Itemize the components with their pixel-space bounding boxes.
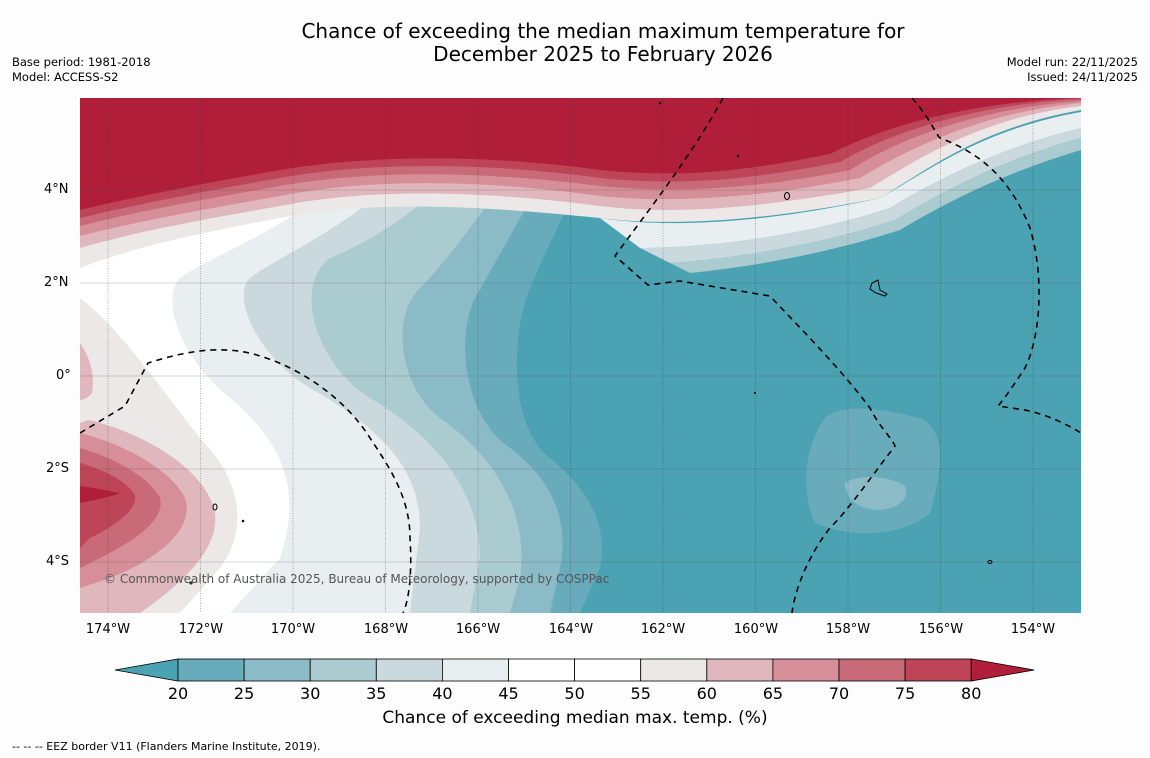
- lat-label-2n: 2°N: [44, 275, 69, 290]
- colorbar-tick-50: 50: [564, 684, 585, 703]
- colorbar-cell-35-40: [375, 658, 443, 682]
- region-w-60-65: [80, 343, 93, 400]
- eez-borders: [80, 98, 1081, 613]
- colorbar-cell-60-65: [706, 658, 774, 682]
- colorbar-label: Chance of exceeding median max. temp. (%…: [382, 708, 768, 728]
- lon-label-156w: 156°W: [918, 622, 964, 637]
- region-e-20-25: [806, 408, 940, 534]
- lat-label-2s: 2°S: [46, 461, 70, 476]
- gridlines: [107, 98, 1034, 613]
- lon-label-172w: 172°W: [178, 622, 224, 637]
- colorbar-tick-30: 30: [300, 684, 321, 703]
- lat-label-4n: 4°N: [44, 182, 69, 197]
- colorbar-tick-60: 60: [696, 684, 717, 703]
- base-period: Base period: 1981-2018: [12, 55, 151, 69]
- forecast-map: [80, 98, 1081, 613]
- lon-label-174w: 174°W: [85, 622, 131, 637]
- meta-left: Base period: 1981-2018 Model: ACCESS-S2: [12, 55, 151, 85]
- model-name: Model: ACCESS-S2: [12, 70, 119, 84]
- lon-label-170w: 170°W: [270, 622, 316, 637]
- lon-label-160w: 160°W: [733, 622, 779, 637]
- region-ne-30-35: [670, 138, 1081, 273]
- colorbar-tick-70: 70: [828, 684, 850, 703]
- colorbar-cell-75-80: [904, 658, 972, 682]
- meta-right: Model run: 22/11/2025 Issued: 24/11/2025: [1007, 55, 1138, 85]
- lon-label-164w: 164°W: [548, 622, 594, 637]
- colorbar-cell-50-55: [574, 658, 642, 682]
- colorbar-cell-55-60: [640, 658, 708, 682]
- colorbar-extend-low: [114, 658, 179, 682]
- lat-gridlines: [80, 189, 1081, 563]
- colorbar-cell-25-30: [243, 658, 311, 682]
- colorbar-tick-55: 55: [630, 684, 651, 703]
- copyright-notice: © Commonwealth of Australia 2025, Bureau…: [104, 572, 610, 586]
- lon-label-158w: 158°W: [825, 622, 871, 637]
- chart-title-line2: December 2025 to February 2026: [433, 42, 773, 66]
- lon-label-168w: 168°W: [363, 622, 409, 637]
- issued-date: Issued: 24/11/2025: [1027, 70, 1138, 84]
- colorbar-cell-45-50: [508, 658, 575, 682]
- lon-label-166w: 166°W: [455, 622, 501, 637]
- lon-label-162w: 162°W: [640, 622, 686, 637]
- colorbar-cell-70-75: [838, 658, 906, 682]
- islands: [189, 101, 993, 585]
- colorbar-cell-20-25: [177, 658, 245, 682]
- region-sw-75-80: [80, 463, 136, 548]
- lon-label-154w: 154°W: [1010, 622, 1056, 637]
- region-sw-above-80: [80, 486, 120, 503]
- region-e-25-30: [845, 476, 907, 510]
- colorbar-cell-40-45: [441, 658, 509, 682]
- colorbar-cells: [114, 658, 1035, 682]
- colorbar: [114, 658, 1035, 682]
- colorbar-tick-40: 40: [432, 684, 453, 703]
- colorbar-tick-65: 65: [762, 684, 784, 703]
- colorbar-tick-20: 20: [167, 684, 189, 703]
- colorbar-tick-25: 25: [233, 684, 255, 703]
- region-n-above-80: [80, 98, 1081, 210]
- model-run: Model run: 22/11/2025: [1006, 55, 1138, 69]
- colorbar-tick-35: 35: [366, 684, 387, 703]
- lat-label-0: 0°: [56, 368, 71, 383]
- lat-label-4s: 4°S: [46, 554, 70, 569]
- chart-title-line1: Chance of exceeding the median maximum t…: [301, 19, 905, 43]
- colorbar-cell-65-70: [772, 658, 840, 682]
- colorbar-tick-75: 75: [894, 684, 916, 703]
- region-ne-35-40: [640, 128, 1081, 263]
- colorbar-cell-30-35: [309, 658, 377, 682]
- map-svg: [80, 98, 1081, 613]
- eez-footnote: -- -- -- EEZ border V11 (Flanders Marine…: [12, 740, 321, 753]
- colorbar-tick-45: 45: [498, 684, 519, 703]
- colorbar-tick-80: 80: [961, 684, 982, 703]
- colorbar-extend-high: [970, 658, 1035, 682]
